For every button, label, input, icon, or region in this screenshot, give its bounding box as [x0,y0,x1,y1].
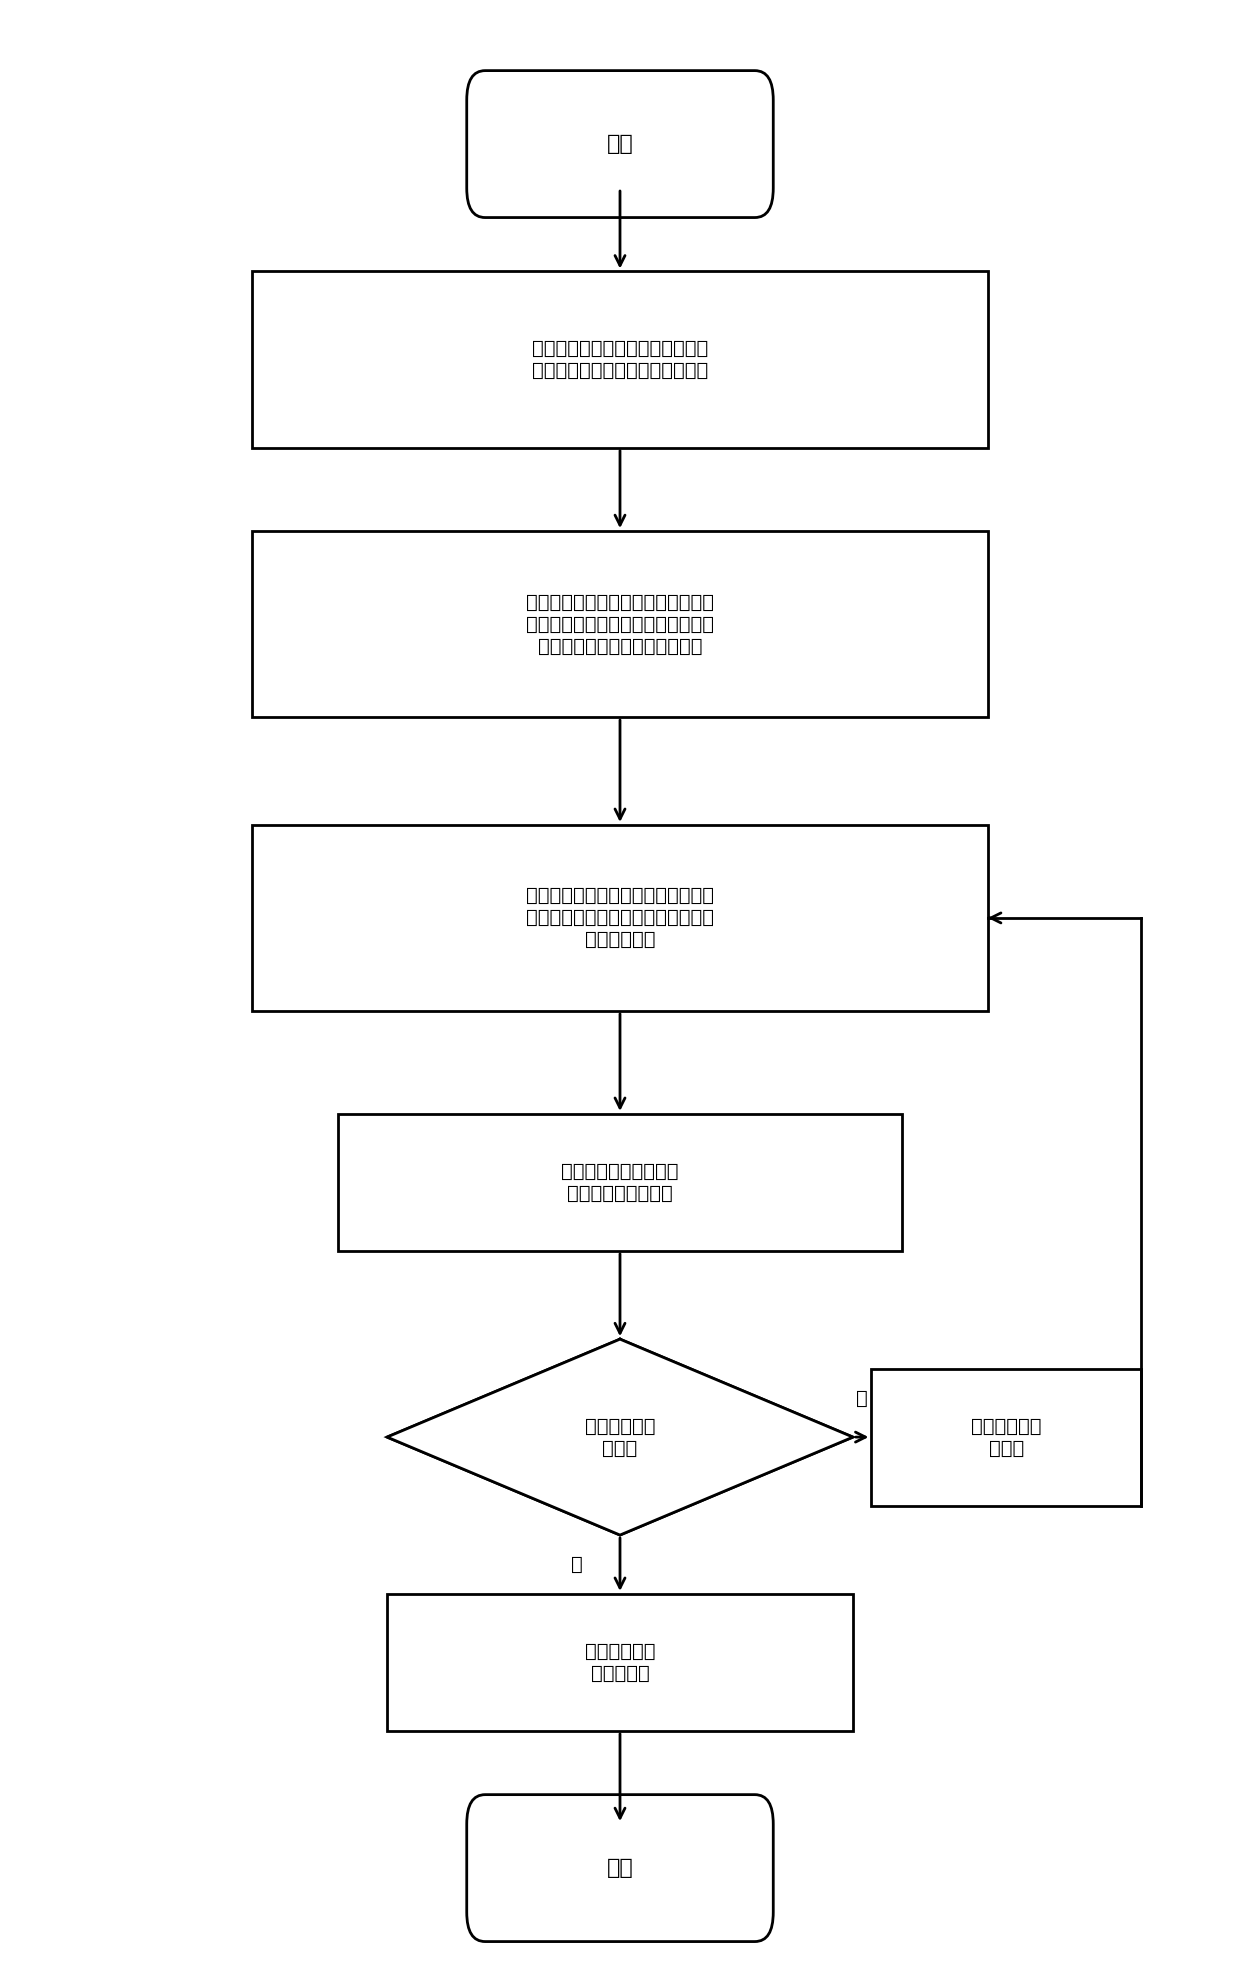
Bar [252,531,988,716]
Text: 结束: 结束 [606,1859,634,1878]
Bar [252,272,988,448]
Text: 否: 否 [572,1555,583,1574]
Text: 扫描车站的站场图，通过图形匹配模
块进行图形匹配，匹配成功后对各个
站场图形元素进行数字化处理；: 扫描车站的站场图，通过图形匹配模 块进行图形匹配，匹配成功后对各个 站场图形元素… [526,592,714,655]
Text: 开始: 开始 [606,134,634,154]
FancyBboxPatch shape [466,71,774,217]
Bar [872,1369,1141,1505]
Bar [252,825,988,1010]
Text: 通过站场图形学习模块进行站场图
形元素的识别学习，建立图形库；: 通过站场图形学习模块进行站场图 形元素的识别学习，建立图形库； [532,339,708,381]
Bar [387,1594,853,1730]
Text: 通过数据建模模块对已进行数字化处
理的站场图元素进行数字建模，生成
站场图数据；: 通过数据建模模块对已进行数字化处 理的站场图元素进行数字建模，生成 站场图数据； [526,886,714,949]
FancyBboxPatch shape [466,1795,774,1941]
Text: 对异常数据进
行提醒: 对异常数据进 行提醒 [971,1417,1042,1458]
Text: 通过数据校核生成模块
进行站场图数据校核: 通过数据校核生成模块 进行站场图数据校核 [562,1162,678,1204]
Text: 站场图数据存
在异常: 站场图数据存 在异常 [585,1417,655,1458]
Polygon shape [387,1340,853,1535]
Text: 是: 是 [857,1389,868,1407]
Bar [339,1115,901,1251]
Text: 输出校核后的
站场图数据: 输出校核后的 站场图数据 [585,1642,655,1683]
